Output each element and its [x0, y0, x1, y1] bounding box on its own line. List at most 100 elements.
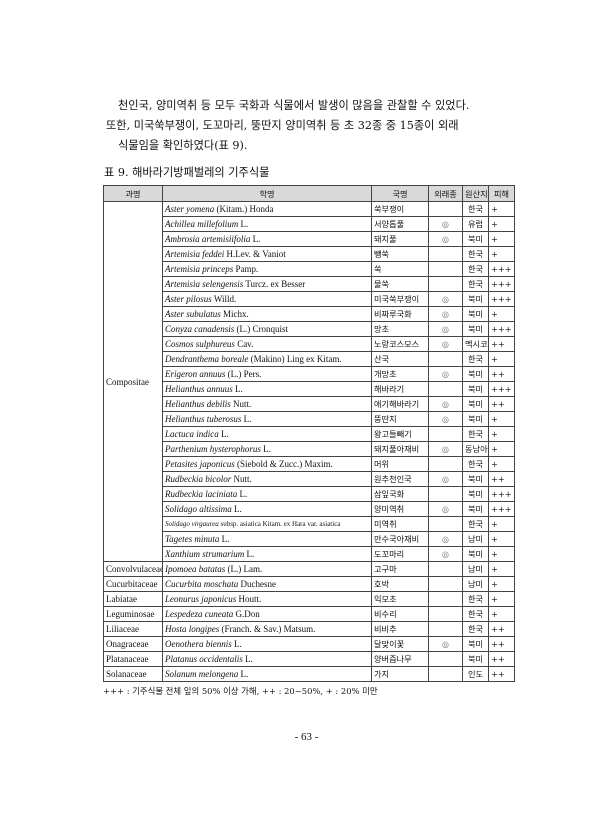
author: Houtt.: [236, 594, 262, 604]
genus-species: Hosta longipes: [165, 624, 220, 634]
damage-cell: +: [488, 231, 515, 247]
damage-cell: ++: [488, 336, 515, 352]
exotic-cell: ◎: [428, 306, 463, 322]
korean-name-cell: 뺑쑥: [371, 246, 429, 262]
origin-cell: 북미: [462, 546, 489, 562]
origin-cell: 한국: [462, 516, 489, 532]
author: L.: [231, 504, 242, 514]
paragraph-line: 또한, 미국쑥부쟁이, 도꼬마리, 뚱딴지 양미역취 등 초 32종 중 15종…: [106, 119, 459, 132]
table-row: Ambrosia artemisiifolia L. 돼지풀 ◎ 북미 +: [104, 231, 515, 247]
scientific-name-cell: Solidago altissima L.: [162, 501, 372, 517]
scientific-name-cell: Helianthus debilis Nutt.: [162, 396, 372, 412]
genus-species: Artemisia feddei: [165, 249, 225, 259]
author: (L.) Cronquist: [234, 324, 289, 334]
header-scientific-name: 학명: [162, 185, 372, 202]
scientific-name-cell: Hosta longipes (Franch. & Sav.) Matsum.: [162, 621, 372, 637]
genus-species: Ipomoea batatas: [165, 564, 226, 574]
origin-cell: 북미: [462, 471, 489, 487]
origin-cell: 북미: [462, 306, 489, 322]
scientific-name-cell: Artemisia selengensis Turcz. ex Besser: [162, 276, 372, 292]
table-row: Rudbeckia bicolor Nutt. 원추천인국 ◎ 북미 ++: [104, 471, 515, 487]
origin-cell: 한국: [462, 591, 489, 607]
genus-species: Xanthium strumarium: [165, 549, 245, 559]
author: L.: [241, 414, 252, 424]
scientific-name-cell: Ipomoea batatas (L.) Lam.: [162, 561, 372, 577]
exotic-cell: ◎: [428, 411, 463, 427]
table-row: Aster pilosus Willd. 미국쑥부쟁이 ◎ 북미 +++: [104, 291, 515, 307]
genus-species: Solidago virgaurea: [165, 520, 219, 528]
table-row: Onagraceae Oenothera biennis L. 달맞이꽃 ◎ 북미 ++: [103, 636, 515, 652]
table-row: Lactuca indica L. 왕고들빼기 한국 +: [104, 426, 515, 442]
author: Turcz. ex Besser: [243, 279, 306, 289]
korean-name-cell: 노랑코스모스: [371, 336, 429, 352]
table-row: Parthenium hysterophorus L. 돼지풀아재비 ◎ 동남아 +: [104, 441, 515, 457]
exotic-cell: ◎: [428, 636, 463, 652]
scientific-name-cell: Xanthium strumarium L.: [162, 546, 372, 562]
header-exotic: 외래종: [428, 185, 463, 202]
header-family: 과명: [103, 185, 163, 202]
damage-cell: +++: [488, 321, 515, 337]
korean-name-cell: 만수국아재비: [371, 531, 429, 547]
table-row: Tagetes minuta L. 만수국아재비 ◎ 남미 +: [104, 531, 515, 547]
genus-species: Ambrosia artemisiifolia: [165, 234, 251, 244]
family-cell: Liliaceae: [103, 621, 163, 637]
origin-cell: 북미: [462, 291, 489, 307]
origin-cell: 북미: [462, 231, 489, 247]
scientific-name-cell: Artemisia princeps Pamp.: [162, 261, 372, 277]
korean-name-cell: 양버즘나무: [371, 651, 429, 667]
korean-name-cell: 미국쑥부쟁이: [371, 291, 429, 307]
table-row: Leguminosae Lespedeza cuneata G.Don 비수리 한국 +: [103, 606, 515, 622]
exotic-cell: [428, 201, 463, 217]
origin-cell: 한국: [462, 246, 489, 262]
korean-name-cell: 돼지풀: [371, 231, 429, 247]
origin-cell: 남미: [462, 561, 489, 577]
family-cell: Cucurbitaceae: [103, 576, 163, 592]
damage-cell: +++: [488, 261, 515, 277]
genus-species: Aster pilosus: [165, 294, 212, 304]
table-row: Artemisia selengensis Turcz. ex Besser 물쑥…: [104, 276, 515, 292]
korean-name-cell: 비비추: [371, 621, 429, 637]
genus-species: Lespedeza cuneata: [165, 609, 234, 619]
damage-cell: +: [488, 561, 515, 577]
author: L.: [260, 444, 271, 454]
author: subsp. asiatica Kitam. ex Hara var. asia…: [218, 520, 341, 528]
scientific-name-cell: Artemisia feddei H.Lev. & Vaniot: [162, 246, 372, 262]
exotic-cell: [428, 561, 463, 577]
korean-name-cell: 삼잎국화: [371, 486, 429, 502]
scientific-name-cell: Rudbeckia bicolor Nutt.: [162, 471, 372, 487]
scientific-name-cell: Aster subulatus Michx.: [162, 306, 372, 322]
exotic-cell: [428, 666, 463, 682]
korean-name-cell: 해바라기: [371, 381, 429, 397]
family-cell: Solanaceae: [103, 666, 163, 682]
author: Nutt.: [230, 399, 252, 409]
family-cell: Labiatae: [103, 591, 163, 607]
table-row: Solanaceae Solanum melongena L. 가지 인도 ++: [103, 666, 515, 682]
damage-cell: +: [488, 576, 515, 592]
exotic-cell: [428, 486, 463, 502]
exotic-cell: ◎: [428, 336, 463, 352]
origin-cell: 한국: [462, 606, 489, 622]
exotic-cell: [428, 516, 463, 532]
exotic-cell: ◎: [428, 231, 463, 247]
exotic-cell: ◎: [428, 441, 463, 457]
table-row: Labiatae Leonurus japonicus Houtt. 익모초 한국 +: [103, 591, 515, 607]
author: L.: [250, 234, 261, 244]
author: L.: [219, 534, 230, 544]
genus-species: Solanum melongena: [165, 669, 239, 679]
scientific-name-cell: Helianthus tuberosus L.: [162, 411, 372, 427]
damage-cell: +: [488, 411, 515, 427]
genus-species: Aster yomena: [165, 204, 215, 214]
scientific-name-cell: Cucurbita moschata Duchesne: [162, 576, 372, 592]
korean-name-cell: 익모초: [371, 591, 429, 607]
genus-species: Lactuca indica: [165, 429, 219, 439]
damage-cell: +: [488, 546, 515, 562]
header-korean-name: 국명: [371, 185, 429, 202]
table-row: Convolvulaceae Ipomoea batatas (L.) Lam. 고…: [103, 561, 515, 577]
damage-cell: +: [488, 246, 515, 262]
damage-cell: ++: [488, 636, 515, 652]
scientific-name-cell: Solidago virgaurea subsp. asiatica Kitam…: [162, 516, 372, 532]
scientific-name-cell: Aster pilosus Willd.: [162, 291, 372, 307]
korean-name-cell: 비짜루국화: [371, 306, 429, 322]
damage-cell: +++: [488, 291, 515, 307]
scientific-name-cell: Ambrosia artemisiifolia L.: [162, 231, 372, 247]
